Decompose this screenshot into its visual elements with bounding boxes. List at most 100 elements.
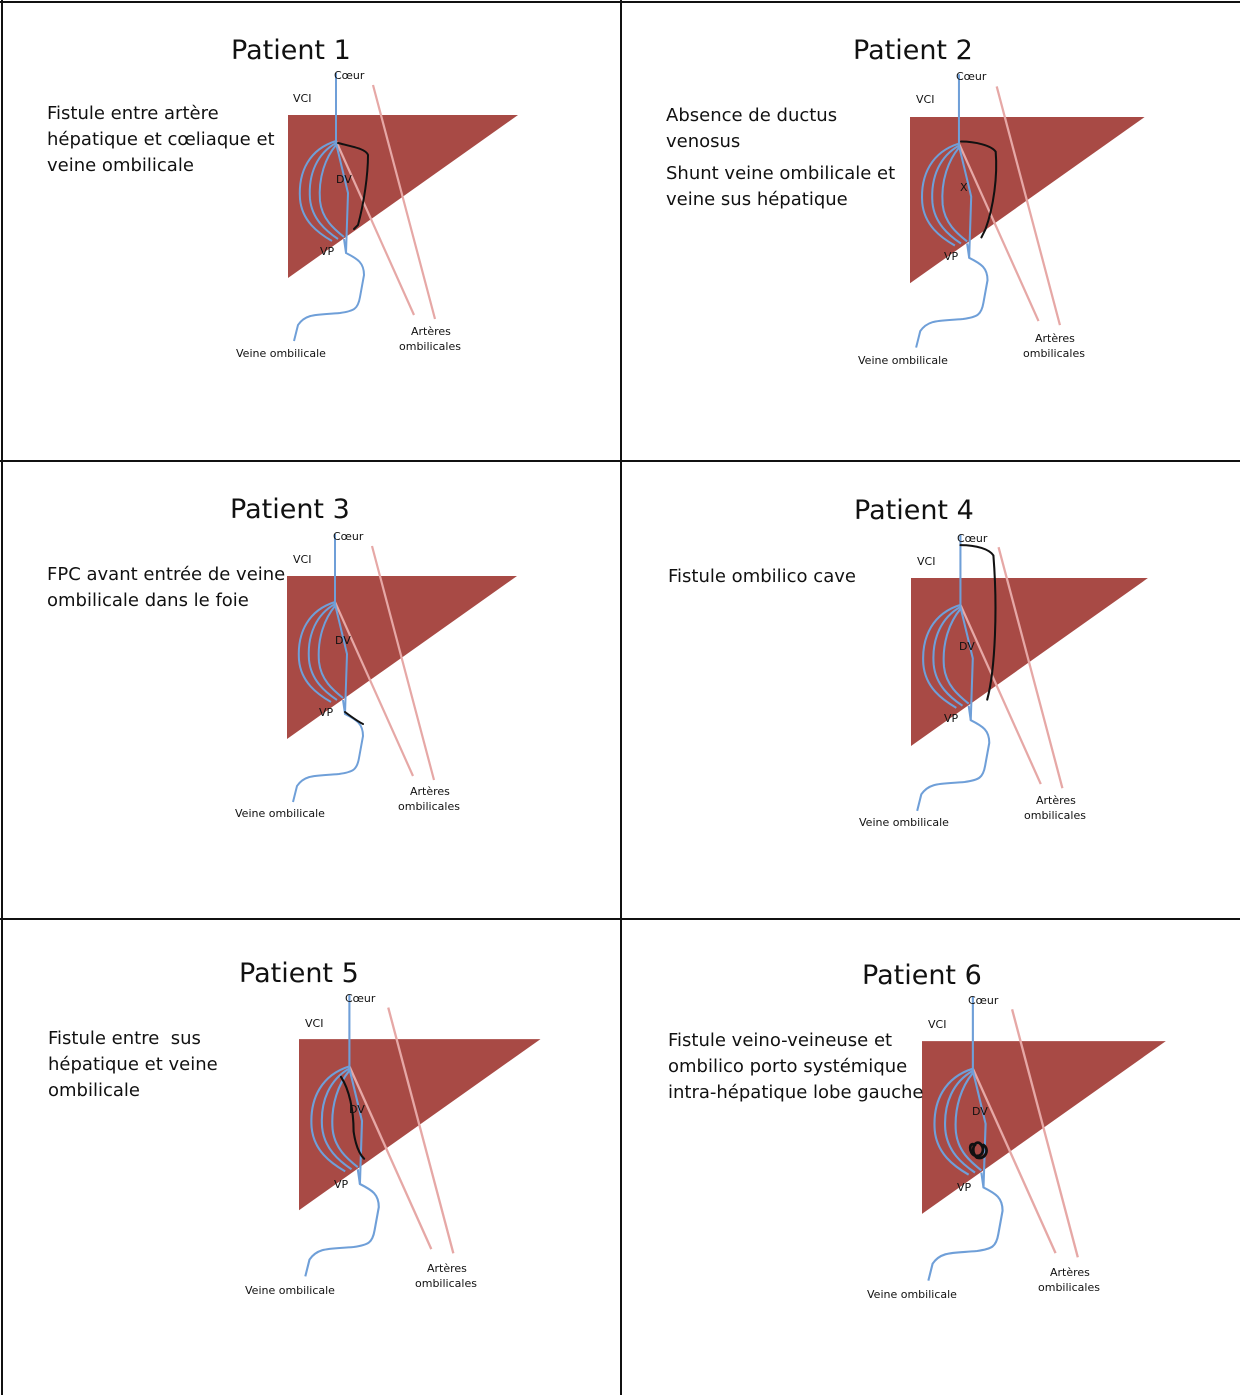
hepatic-vein-branch bbox=[954, 1072, 983, 1172]
label-umbilical-vein: Veine ombilicale bbox=[245, 1284, 335, 1297]
panel-title: Patient 4 bbox=[854, 495, 974, 526]
ductus-venosus-vein bbox=[971, 1070, 987, 1188]
hepatic-vein-branch bbox=[317, 605, 344, 699]
label-arteries-line2: ombilicales bbox=[415, 1277, 477, 1290]
description-line: Fistule ombilico cave bbox=[668, 566, 856, 587]
label-umbilical-arteries: Artères ombilicales bbox=[415, 1261, 477, 1291]
hepatic-vein-branch bbox=[931, 144, 962, 245]
panel-description: Fistule veino-veineuse et ombilico porto… bbox=[668, 1028, 926, 1110]
label-vp: VP bbox=[334, 1178, 349, 1191]
panel-description: Fistule entre artère hépatique et cœliaq… bbox=[47, 101, 282, 183]
umbilical-artery-line bbox=[997, 546, 1064, 789]
hepatic-vein-branch bbox=[942, 608, 970, 705]
grid-line-row-1 bbox=[0, 460, 1240, 462]
umbilical-artery-line bbox=[348, 1065, 433, 1250]
label-umbilical-vein: Veine ombilicale bbox=[867, 1288, 957, 1301]
grid-line-row-2 bbox=[0, 918, 1240, 920]
schematic-group bbox=[299, 995, 541, 1277]
panel-description: FPC avant entrée de veine ombilicale dan… bbox=[47, 562, 287, 618]
description-line: Absence de ductus venosus bbox=[666, 105, 838, 152]
liver-shape bbox=[922, 1041, 1166, 1214]
label-arteries-line1: Artères bbox=[1036, 794, 1076, 807]
label-arteries-line2: ombilicales bbox=[1024, 809, 1086, 822]
panel-title: Patient 2 bbox=[853, 35, 973, 66]
hepatic-vein-branch bbox=[318, 144, 345, 238]
label-umbilical-arteries: Artères ombilicales bbox=[1024, 793, 1086, 823]
umbilical-vein bbox=[293, 238, 366, 342]
panel-title: Patient 6 bbox=[862, 960, 982, 991]
umbilical-artery-line bbox=[1010, 1009, 1079, 1258]
label-dv: DV bbox=[959, 640, 975, 653]
label-vci: VCI bbox=[293, 553, 312, 566]
label-vp: VP bbox=[944, 712, 959, 725]
diagram-drawing bbox=[910, 74, 1145, 348]
panel-patient-1: Patient 1 Fistule entre artère hépatique… bbox=[3, 3, 620, 460]
ductus-venosus-vein bbox=[348, 1068, 364, 1185]
label-vci: VCI bbox=[928, 1018, 947, 1031]
umbilical-vein bbox=[304, 1169, 380, 1277]
description-line: Shunt veine ombilicale et veine sus hépa… bbox=[666, 163, 896, 210]
grid-line-left bbox=[1, 0, 3, 1395]
schematic-group bbox=[911, 534, 1148, 812]
label-vp: VP bbox=[319, 706, 334, 719]
hepatic-vein-branch bbox=[932, 605, 964, 707]
label-x-mark: X bbox=[960, 181, 968, 194]
label-arteries-line1: Artères bbox=[427, 1262, 467, 1275]
hepatic-vein-branch bbox=[308, 142, 339, 240]
label-vci: VCI bbox=[917, 555, 936, 568]
grid-line-middle bbox=[620, 0, 622, 1395]
label-vp: VP bbox=[957, 1181, 972, 1194]
panel-description: Absence de ductus venosus Shunt veine om… bbox=[666, 103, 906, 217]
label-arteries-line2: ombilicales bbox=[399, 340, 461, 353]
panel-patient-5: Patient 5 Fistule entre sus hépatique et… bbox=[3, 920, 620, 1395]
fistula-line bbox=[339, 1075, 366, 1160]
schematic-group bbox=[288, 73, 518, 342]
label-arteries-line2: ombilicales bbox=[1023, 347, 1085, 360]
ductus-venosus-vein bbox=[957, 145, 973, 258]
label-arteries-line1: Artères bbox=[410, 785, 450, 798]
fistula-line bbox=[337, 142, 370, 230]
schematic-group bbox=[910, 74, 1145, 348]
label-dv: DV bbox=[336, 173, 352, 186]
panel-patient-3: Patient 3 FPC avant entrée de veine ombi… bbox=[3, 462, 620, 918]
umbilical-artery-line bbox=[387, 1007, 455, 1254]
label-dv: DV bbox=[972, 1105, 988, 1118]
umbilical-artery-line bbox=[333, 601, 415, 777]
hepatic-vein-branch bbox=[921, 142, 960, 247]
label-heart: Cœur bbox=[956, 70, 987, 83]
fistula-line bbox=[344, 711, 364, 725]
umbilical-artery-line bbox=[370, 545, 436, 781]
umbilical-vein bbox=[916, 705, 991, 812]
label-umbilical-vein: Veine ombilicale bbox=[236, 347, 326, 360]
umbilical-artery-line bbox=[334, 140, 416, 316]
hepatic-vein-branch bbox=[944, 1069, 976, 1174]
hepatic-vein-branch bbox=[933, 1067, 974, 1176]
description-line: Fistule entre sus hépatique et veine omb… bbox=[48, 1028, 224, 1101]
label-umbilical-arteries: Artères ombilicales bbox=[1038, 1265, 1100, 1295]
diagram-drawing bbox=[911, 534, 1148, 812]
hepatic-vein-branch bbox=[298, 140, 337, 242]
hepatic-vein-branch bbox=[331, 1069, 359, 1169]
label-arteries-line1: Artères bbox=[411, 325, 451, 338]
label-arteries-line1: Artères bbox=[1035, 332, 1075, 345]
umbilical-artery-line bbox=[995, 86, 1062, 326]
label-arteries-line2: ombilicales bbox=[1038, 1281, 1100, 1294]
ductus-venosus-vein bbox=[334, 603, 349, 715]
label-heart: Cœur bbox=[334, 69, 365, 82]
umbilical-artery-line bbox=[371, 84, 437, 320]
label-umbilical-vein: Veine ombilicale bbox=[858, 354, 948, 367]
label-umbilical-arteries: Artères ombilicales bbox=[398, 784, 460, 814]
label-heart: Cœur bbox=[333, 530, 364, 543]
umbilical-vein bbox=[927, 1172, 1004, 1281]
panel-description: Fistule entre sus hépatique et veine omb… bbox=[48, 1026, 243, 1108]
hepatic-vein-branch bbox=[307, 603, 338, 701]
label-vci: VCI bbox=[916, 93, 935, 106]
panel-description: Fistule ombilico cave bbox=[668, 564, 908, 594]
hepatic-vein-branch bbox=[297, 601, 336, 703]
label-vp: VP bbox=[944, 250, 959, 263]
label-arteries-line2: ombilicales bbox=[398, 800, 460, 813]
panel-patient-2: Patient 2 Absence de ductus venosus Shun… bbox=[622, 3, 1240, 460]
umbilical-vein bbox=[915, 243, 989, 348]
fistula-line bbox=[959, 140, 998, 239]
